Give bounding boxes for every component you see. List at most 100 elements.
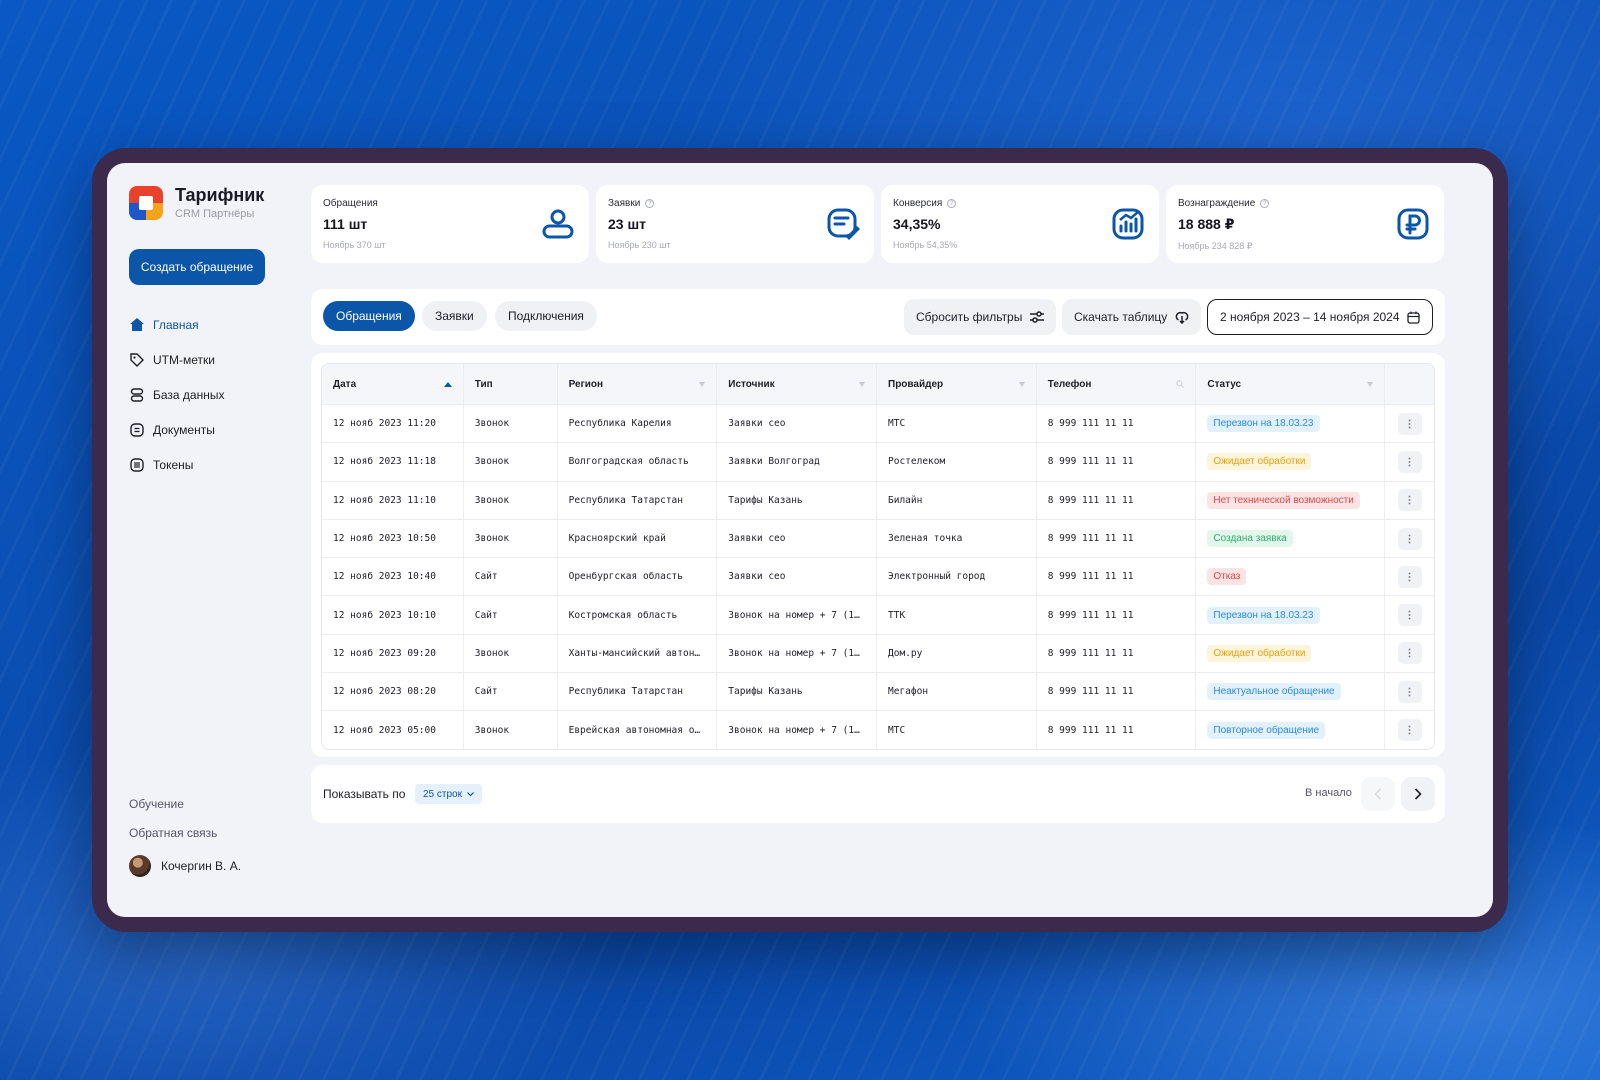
stat-label: Обращения: [323, 198, 378, 209]
header-provider[interactable]: Провайдер: [877, 364, 1037, 404]
table-row[interactable]: 12 нояб 2023 10:40 Сайт Оренбургская облас…: [322, 557, 1434, 596]
prev-page-button[interactable]: [1361, 777, 1395, 811]
cell-actions: [1385, 520, 1434, 557]
cell-status: Нет технической возможности: [1196, 481, 1386, 519]
feedback-link[interactable]: Обратная связь: [129, 826, 218, 840]
row-menu-button[interactable]: [1397, 527, 1422, 550]
stat-value: 23 шт: [608, 216, 646, 232]
row-menu-button[interactable]: [1397, 680, 1422, 703]
search-icon[interactable]: [1176, 380, 1185, 388]
more-vertical-icon: [1408, 419, 1411, 429]
nav-item-tokens[interactable]: Токены: [129, 447, 224, 482]
sort-asc-icon[interactable]: [443, 381, 452, 387]
header-status[interactable]: Статус: [1196, 364, 1386, 404]
cell-type: Сайт: [464, 558, 558, 596]
cell-phone: 8 999 111 11 11: [1037, 634, 1197, 673]
download-table-button[interactable]: Скачать таблицу: [1062, 299, 1202, 335]
to-start-link[interactable]: В начало: [1305, 787, 1352, 799]
tab-applications[interactable]: Заявки: [422, 301, 487, 331]
learning-link[interactable]: Обучение: [129, 797, 184, 811]
cell-provider: Зеленая точка: [877, 519, 1037, 558]
cell-phone: 8 999 111 11 11: [1037, 481, 1197, 519]
cell-status: Ожидает обработки: [1196, 443, 1386, 481]
table-row[interactable]: 12 нояб 2023 09:20 Звонок Ханты-мансийский…: [322, 633, 1434, 673]
stat-value: 111 шт: [323, 216, 368, 232]
create-request-button[interactable]: Создать обращение: [129, 249, 265, 285]
header-type[interactable]: Тип: [464, 364, 558, 404]
rows-per-page-select[interactable]: 25 строк: [415, 784, 482, 804]
filter-icon[interactable]: [1367, 381, 1374, 387]
brand-logo[interactable]: Тарифник CRM Партнёры: [129, 185, 264, 220]
app-screen: Тарифник CRM Партнёры Создать обращение …: [107, 163, 1493, 917]
header-date[interactable]: Дата: [322, 364, 464, 404]
status-badge: Повторное обращение: [1207, 721, 1326, 739]
nav-item-utm[interactable]: UTM-метки: [129, 342, 224, 377]
cell-region: Волгоградская область: [558, 443, 718, 481]
nav-item-home[interactable]: Главная: [129, 307, 224, 342]
logo-icon: [129, 185, 163, 220]
toolbar: Обращения Заявки Подключения Сбросить фи…: [311, 289, 1445, 345]
cell-provider: Ростелеком: [877, 443, 1037, 481]
cell-phone: 8 999 111 11 11: [1037, 443, 1197, 481]
date-range-picker[interactable]: 2 ноября 2023 – 14 ноября 2024: [1207, 299, 1433, 335]
user-profile[interactable]: Кочергин В. А.: [129, 855, 241, 877]
cell-source: Заявки сео: [717, 405, 877, 443]
row-menu-button[interactable]: [1397, 489, 1422, 512]
filter-icon[interactable]: [699, 381, 706, 387]
cell-provider: ТТК: [877, 596, 1037, 634]
header-source[interactable]: Источник: [717, 364, 877, 404]
filter-icon[interactable]: [859, 381, 865, 387]
reset-filters-button[interactable]: Сбросить фильтры: [904, 299, 1057, 335]
help-icon[interactable]: ?: [645, 199, 655, 208]
nav-item-database[interactable]: База данных: [129, 377, 224, 412]
cell-actions: [1385, 711, 1434, 748]
row-menu-button[interactable]: [1397, 604, 1422, 627]
status-badge: Неактуальное обращение: [1207, 683, 1341, 701]
table-row[interactable]: 12 нояб 2023 11:20 Звонок Республика Карел…: [322, 404, 1434, 443]
next-page-button[interactable]: [1401, 777, 1435, 811]
table-row[interactable]: 12 нояб 2023 08:20 Сайт Республика Татарст…: [322, 672, 1434, 711]
nav-label: База данных: [153, 387, 225, 402]
help-icon[interactable]: ?: [947, 199, 957, 208]
rows-per-page-value: 25 строк: [423, 788, 462, 800]
row-menu-button[interactable]: [1397, 642, 1422, 665]
stat-sub: Ноябрь 230 шт: [608, 240, 671, 250]
table-body: 12 нояб 2023 11:20 Звонок Республика Карел…: [322, 404, 1434, 749]
table-row[interactable]: 12 нояб 2023 11:10 Звонок Республика Татар…: [322, 480, 1434, 519]
row-menu-button[interactable]: [1397, 412, 1422, 435]
cell-date: 12 нояб 2023 11:20: [322, 405, 464, 443]
row-menu-button[interactable]: [1397, 719, 1422, 742]
tab-requests[interactable]: Обращения: [323, 301, 415, 331]
stat-card-reward: Вознаграждение? 18 888 ₽ Ноябрь 234 828 …: [1166, 185, 1444, 263]
cell-status: Отказ: [1196, 558, 1386, 596]
table-row[interactable]: 12 нояб 2023 05:00 Звонок Еврейская автоно…: [322, 710, 1434, 749]
cell-source: Заявки сео: [717, 558, 877, 596]
help-icon[interactable]: ?: [1260, 199, 1270, 208]
cell-date: 12 нояб 2023 08:20: [322, 673, 464, 711]
stat-label: Вознаграждение: [1178, 198, 1256, 209]
cell-provider: Дом.ру: [877, 634, 1037, 673]
stat-label: Заявки: [608, 198, 641, 209]
row-menu-button[interactable]: [1397, 565, 1422, 588]
cell-status: Создана заявка: [1196, 519, 1386, 558]
cell-provider: Электронный город: [877, 558, 1037, 596]
cell-source: Звонок на номер + 7 (1…: [717, 711, 877, 749]
row-menu-button[interactable]: [1397, 450, 1422, 473]
table-row[interactable]: 12 нояб 2023 11:18 Звонок Волгоградская об…: [322, 442, 1434, 481]
table-row[interactable]: 12 нояб 2023 10:10 Сайт Костромская област…: [322, 595, 1434, 634]
status-badge: Нет технической возможности: [1207, 491, 1360, 509]
header-region[interactable]: Регион: [558, 364, 718, 404]
more-vertical-icon: [1408, 495, 1411, 505]
cell-region: Республика Татарстан: [558, 673, 718, 711]
stat-card-conversion: Конверсия? 34,35% Ноябрь 54,35%: [881, 185, 1159, 263]
tab-connections[interactable]: Подключения: [495, 301, 597, 331]
filter-icon[interactable]: [1018, 381, 1025, 387]
cell-phone: 8 999 111 11 11: [1037, 558, 1197, 596]
header-phone[interactable]: Телефон: [1037, 364, 1197, 404]
cell-actions: [1385, 673, 1434, 710]
table-row[interactable]: 12 нояб 2023 10:50 Звонок Красноярский кра…: [322, 518, 1434, 558]
cell-type: Сайт: [464, 596, 558, 634]
stats-row: Обращения 111 шт Ноябрь 370 шт Заявки? 2…: [311, 185, 1444, 263]
nav-item-documents[interactable]: Документы: [129, 412, 224, 447]
cell-phone: 8 999 111 11 11: [1037, 519, 1197, 558]
